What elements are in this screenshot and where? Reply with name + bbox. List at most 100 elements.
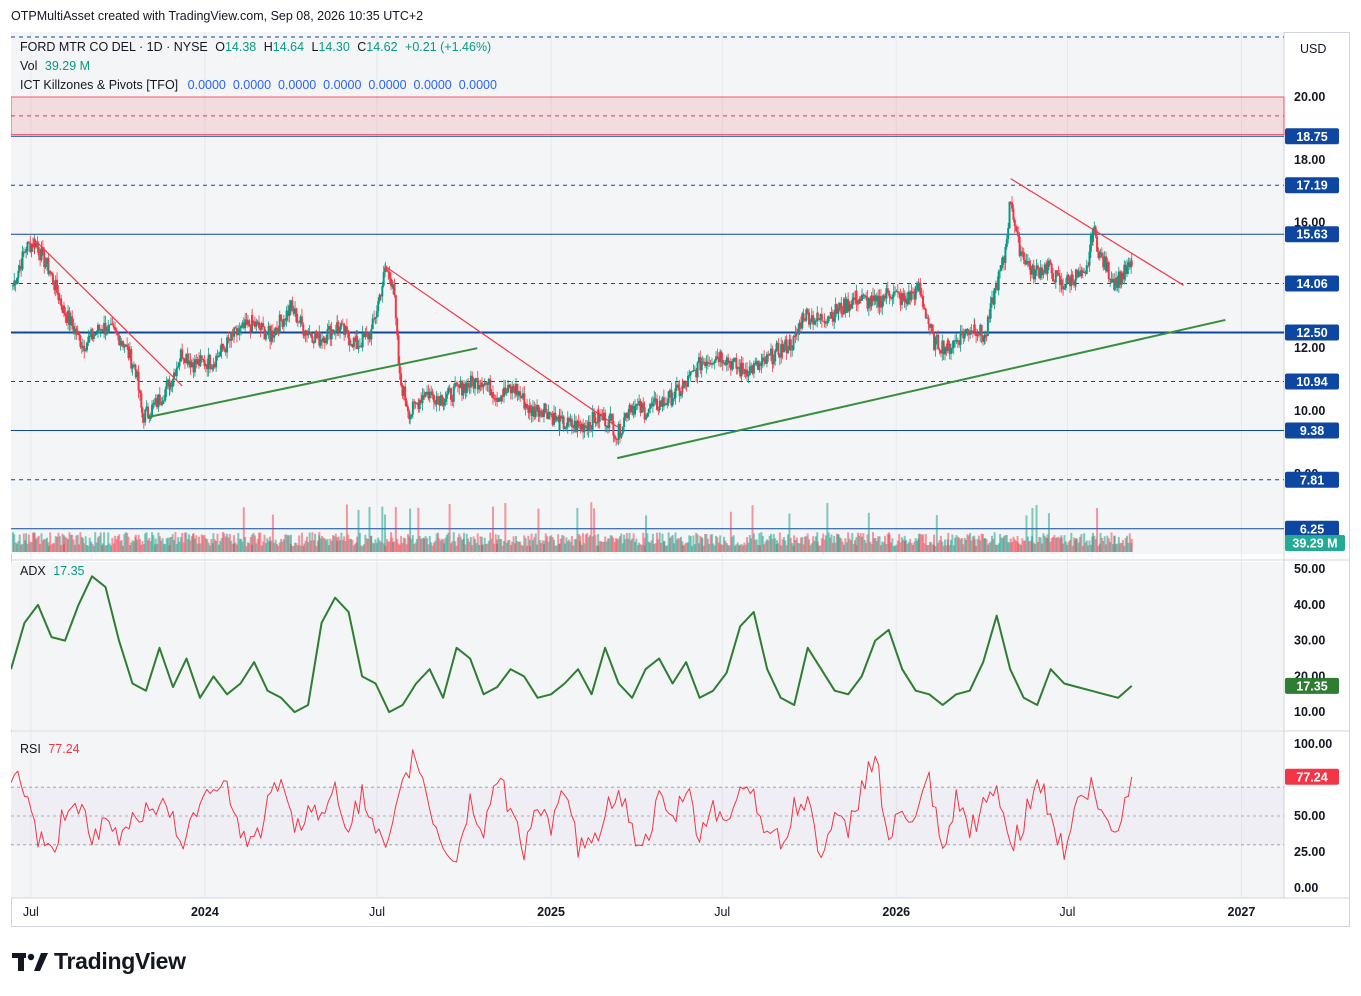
volume-bar (941, 541, 944, 552)
volume-bar (341, 539, 344, 552)
volume-bar (1017, 542, 1020, 552)
indicator-legend[interactable]: ICT Killzones & Pivots [TFO] 0.0000 0.00… (20, 78, 497, 92)
candle-body (504, 387, 507, 394)
tradingview-logo[interactable]: TradingView (12, 948, 186, 975)
volume-bar (741, 545, 744, 552)
candle-body (1058, 275, 1061, 285)
candle-body (949, 348, 952, 354)
volume-bar (894, 545, 897, 552)
candle-body (858, 298, 861, 304)
candle-body (210, 368, 213, 370)
candle-body (899, 294, 902, 305)
candle-body (682, 381, 685, 389)
candle-body (789, 339, 792, 351)
downtrend-line (385, 266, 618, 428)
candle-body (963, 332, 966, 339)
volume-bar (702, 545, 705, 552)
volume-bar (955, 535, 958, 552)
candle-body (58, 298, 61, 301)
candle-body (18, 265, 21, 271)
volume-bar (144, 533, 147, 552)
volume-bar (627, 538, 630, 552)
volume-bar (1031, 507, 1034, 552)
rsi-legend[interactable]: RSI 77.24 (20, 742, 80, 756)
volume-bar (502, 540, 505, 552)
candle-body (723, 362, 726, 364)
volume-bar (286, 535, 289, 552)
candle-body (579, 425, 582, 430)
candle-body (105, 332, 108, 335)
volume-bar (513, 543, 516, 552)
candle-body (663, 403, 666, 405)
candle-body (1005, 239, 1008, 247)
candle-body (251, 315, 254, 323)
volume-bar (213, 539, 216, 552)
volume-bar (385, 539, 388, 552)
candle-body (69, 316, 72, 326)
chart-canvas[interactable]: USD20.0018.0016.0014.0012.0010.008.0050.… (11, 32, 1350, 927)
candle-body (677, 384, 680, 388)
volume-bar (339, 540, 342, 552)
volume-bar (404, 538, 407, 552)
symbol-legend[interactable]: FORD MTR CO DEL · 1D · NYSE O14.38 H14.6… (20, 40, 491, 54)
rsi-tick-label: 25.00 (1294, 845, 1325, 859)
volume-bar (249, 536, 252, 552)
volume-bar (142, 544, 145, 552)
candle-body (705, 361, 708, 366)
candle-body (345, 326, 348, 331)
volume-bar (723, 536, 726, 552)
candle-body (937, 334, 940, 350)
candle-body (612, 421, 615, 436)
candle-body (76, 331, 79, 335)
candle-body (323, 337, 326, 344)
volume-bar (508, 539, 511, 552)
candle-body (595, 422, 598, 424)
volume-bar (90, 541, 93, 552)
candle-body (384, 267, 387, 270)
volume-bar (933, 544, 936, 552)
volume-bar (500, 539, 503, 552)
volume-bar (252, 533, 255, 552)
candle-body (427, 391, 430, 399)
candle-body (452, 386, 455, 402)
candle-body (295, 308, 298, 323)
volume-bar (315, 545, 318, 552)
candle-body (87, 336, 90, 343)
candle-body (812, 315, 815, 325)
volume-bar (497, 535, 500, 552)
volume-bar (985, 539, 988, 552)
volume-legend[interactable]: Vol 39.29 M (20, 59, 90, 73)
candle-body (493, 398, 496, 400)
volume-bar (195, 535, 198, 552)
adx-legend[interactable]: ADX 17.35 (20, 564, 84, 578)
volume-bar (860, 536, 863, 552)
volume-bar (491, 506, 494, 552)
candle-body (157, 394, 160, 408)
time-tick-label: 2024 (191, 905, 219, 919)
candle-body (521, 393, 524, 399)
candle-body (107, 325, 110, 333)
volume-bar (859, 533, 862, 552)
volume-bar (785, 545, 788, 552)
candle-body (497, 397, 500, 402)
candle-body (242, 322, 245, 329)
adx-last-label: 17.35 (1296, 679, 1327, 693)
candle-body (111, 323, 114, 326)
candle-body (826, 321, 829, 323)
candle-body (387, 271, 390, 273)
candle-body (318, 331, 321, 346)
candle-body (428, 392, 431, 399)
candle-body (1096, 236, 1099, 252)
volume-bar (105, 544, 108, 552)
candle-body (29, 242, 32, 252)
volume-bar (688, 535, 691, 552)
candle-body (178, 361, 181, 367)
candle-body (434, 402, 437, 405)
candle-body (1060, 279, 1063, 287)
volume-bar (65, 537, 68, 552)
volume-bar (275, 543, 278, 552)
candle-body (379, 294, 382, 297)
volume-bar (781, 539, 784, 552)
candle-body (1001, 257, 1004, 266)
candle-body (951, 347, 954, 349)
